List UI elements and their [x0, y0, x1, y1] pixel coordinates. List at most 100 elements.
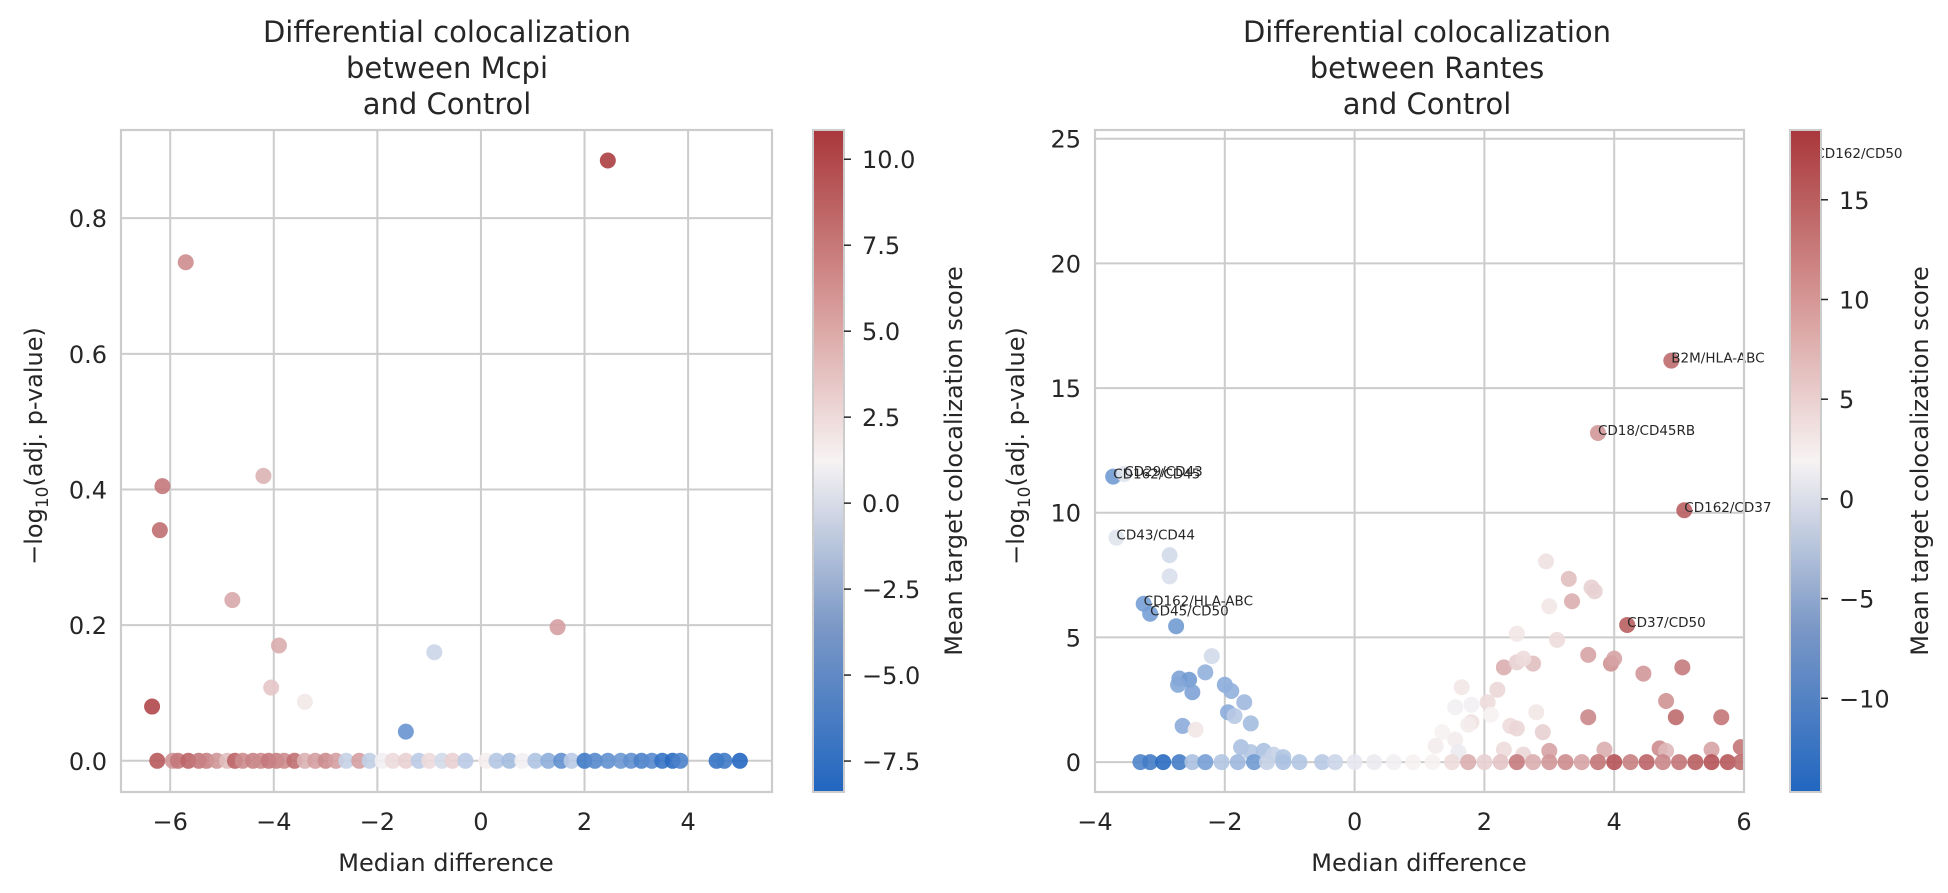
y-tick-label: 0.8 [69, 205, 107, 233]
y-tick-label: 20 [1050, 250, 1081, 278]
data-point [177, 254, 194, 271]
y-tick-label: 15 [1050, 375, 1081, 403]
data-point [1541, 742, 1558, 759]
data-point [1732, 739, 1744, 756]
data-point [1508, 720, 1525, 737]
data-point [1155, 754, 1172, 771]
data-point [1116, 466, 1133, 483]
data-point [1108, 529, 1125, 546]
colorbar-tick-label: −10 [1839, 685, 1890, 713]
y-tick-label: 0.2 [69, 612, 107, 640]
data-point [1427, 737, 1444, 754]
data-point [1589, 424, 1606, 441]
y-axis-label: −log10(adj. p-value) [20, 327, 53, 565]
colorbar-tick-label: 0 [1839, 486, 1854, 514]
data-point [1434, 724, 1451, 741]
colorbar-tick-label: −5.0 [862, 662, 920, 690]
data-point [1213, 754, 1230, 771]
point-annotation: CD162/CD50 [1815, 146, 1902, 162]
data-point [397, 723, 414, 740]
data-point [1541, 598, 1558, 615]
x-tick-label: −2 [360, 808, 395, 836]
y-tick-label: 0.4 [69, 476, 107, 504]
x-tick-labels: −6 −4 −2 0 2 4 [153, 808, 696, 836]
colorbar-ticks: −10 −5 0 5 10 15 [1821, 187, 1890, 713]
data-point [1713, 709, 1730, 726]
colorbar-tick-label: 5.0 [862, 318, 900, 346]
data-point [1549, 631, 1566, 648]
data-point [731, 752, 748, 769]
data-point [488, 752, 505, 769]
data-point [1538, 553, 1555, 570]
colorbar-tick-label: 10 [1839, 286, 1870, 314]
data-point [1197, 754, 1214, 771]
data-point [1174, 717, 1191, 734]
chart-title-line-3: and Control [363, 87, 532, 121]
chart-title-line-1: Differential colocalization [1243, 15, 1611, 49]
data-point [421, 752, 438, 769]
data-point [270, 637, 287, 654]
data-point [549, 619, 566, 636]
colorbar-tick-label: −7.5 [862, 748, 920, 776]
data-point [1534, 724, 1551, 741]
data-point [255, 467, 272, 484]
plot-frame [119, 128, 774, 794]
data-point [1142, 605, 1159, 622]
data-point [1586, 583, 1603, 600]
data-point [151, 522, 168, 539]
colorbar-tick-label: 7.5 [862, 232, 900, 260]
rantes-panel: Differential colocalization between Rant… [1002, 15, 1934, 877]
data-point [1495, 741, 1512, 758]
data-point [540, 752, 557, 769]
data-point [1424, 754, 1441, 771]
data-point [457, 752, 474, 769]
colorbar-tick-label: 5 [1839, 386, 1854, 414]
data-point [1606, 754, 1623, 771]
data-point [1528, 704, 1545, 721]
x-tick-label: −2 [1207, 808, 1242, 836]
data-point [263, 679, 280, 696]
data-point [1619, 616, 1636, 633]
x-tick-label: 0 [473, 808, 488, 836]
data-point [1171, 754, 1188, 771]
y-tick-labels: 0.0 0.2 0.4 0.6 0.8 [69, 205, 107, 776]
data-point [444, 752, 461, 769]
x-tick-label: 4 [680, 808, 695, 836]
x-tick-label: −4 [256, 808, 291, 836]
data-point [1187, 721, 1204, 738]
data-point [154, 478, 171, 495]
data-point [1223, 683, 1240, 700]
data-point [1580, 646, 1597, 663]
colorbar-ticks: −7.5 −5.0 −2.5 0.0 2.5 5.0 7.5 10.0 [844, 146, 920, 776]
data-point [501, 752, 518, 769]
data-point [1508, 754, 1525, 771]
data-point [1197, 664, 1214, 681]
data-point [1560, 570, 1577, 587]
x-tick-labels: −4 −2 0 2 4 6 [1077, 808, 1751, 836]
data-point [1479, 694, 1496, 711]
data-point [1405, 754, 1422, 771]
y-tick-labels: 0 5 10 15 20 25 [1050, 126, 1081, 777]
data-point [1635, 665, 1652, 682]
data-point [1671, 754, 1688, 771]
data-point [527, 752, 544, 769]
data-point [1525, 754, 1542, 771]
data-point [1580, 709, 1597, 726]
colorbar-tick-label: −5 [1839, 586, 1874, 614]
data-point [338, 752, 355, 769]
data-point [1366, 754, 1383, 771]
colorbar [812, 129, 845, 793]
data-point [361, 752, 378, 769]
point-annotation: CD37/CD50 [1627, 615, 1706, 631]
data-point [1703, 741, 1720, 758]
point-annotation: CD18/CD45RB [1598, 423, 1695, 439]
x-tick-label: 6 [1736, 808, 1751, 836]
data-point [1161, 547, 1178, 564]
data-point [1495, 659, 1512, 676]
point-annotation: CD29/CD43 [1124, 464, 1203, 480]
data-point [144, 698, 161, 715]
chart-title-line-1: Differential colocalization [263, 15, 631, 49]
data-point [1184, 684, 1201, 701]
point-annotation: CD162/CD45 [1113, 467, 1200, 483]
